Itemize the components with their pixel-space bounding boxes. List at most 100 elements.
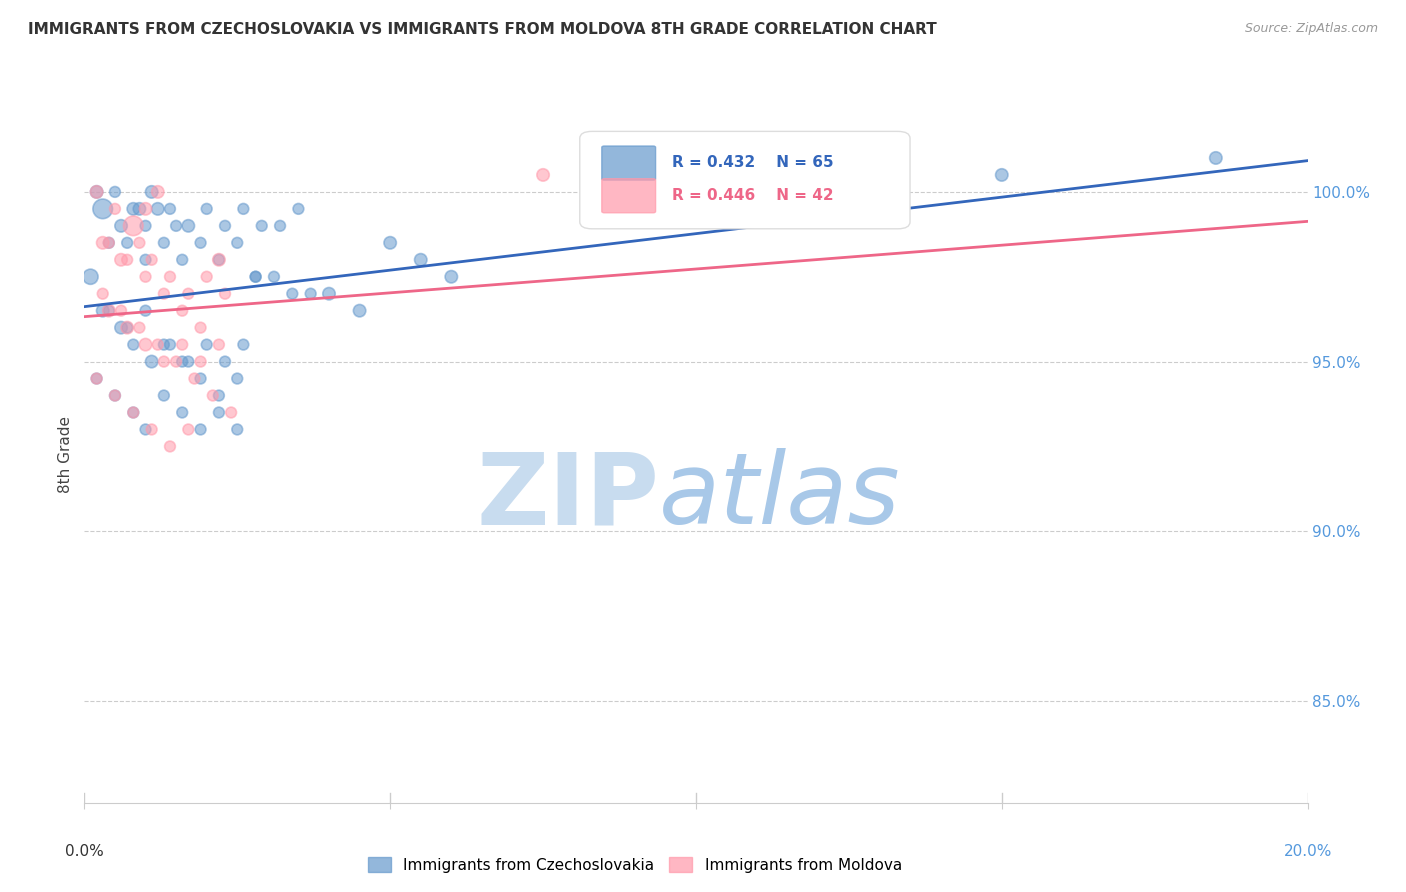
Point	[214, 354, 236, 368]
Y-axis label: 8th Grade: 8th Grade	[58, 417, 73, 493]
Point	[190, 354, 212, 368]
Text: IMMIGRANTS FROM CZECHOSLOVAKIA VS IMMIGRANTS FROM MOLDOVA 8TH GRADE CORRELATION : IMMIGRANTS FROM CZECHOSLOVAKIA VS IMMIGR…	[28, 22, 936, 37]
Point	[165, 219, 187, 233]
Point	[177, 219, 200, 233]
Point	[226, 371, 249, 385]
Point	[110, 303, 132, 318]
Point	[190, 422, 212, 436]
Point	[141, 185, 163, 199]
Point	[128, 202, 150, 216]
Point	[232, 337, 254, 351]
Point	[128, 235, 150, 250]
Point	[91, 235, 114, 250]
Point	[172, 354, 194, 368]
FancyBboxPatch shape	[602, 178, 655, 213]
Point	[141, 354, 163, 368]
Point	[1205, 151, 1227, 165]
Point	[269, 219, 291, 233]
Text: Source: ZipAtlas.com: Source: ZipAtlas.com	[1244, 22, 1378, 36]
Point	[110, 219, 132, 233]
Point	[135, 269, 157, 284]
Point	[380, 235, 402, 250]
Point	[349, 303, 371, 318]
Point	[195, 202, 218, 216]
Point	[97, 235, 120, 250]
Point	[104, 185, 127, 199]
Point	[991, 168, 1014, 182]
Point	[165, 354, 187, 368]
Point	[208, 405, 231, 419]
Point	[146, 337, 169, 351]
Point	[146, 202, 169, 216]
Point	[104, 388, 127, 402]
Point	[135, 303, 157, 318]
Point	[86, 371, 108, 385]
Point	[86, 371, 108, 385]
Text: R = 0.432    N = 65: R = 0.432 N = 65	[672, 155, 834, 170]
Point	[208, 252, 231, 267]
Point	[245, 269, 267, 284]
Point	[214, 286, 236, 301]
Point	[226, 422, 249, 436]
Point	[172, 252, 194, 267]
Point	[79, 269, 101, 284]
Point	[91, 202, 114, 216]
Point	[183, 371, 205, 385]
Point	[226, 235, 249, 250]
Point	[86, 185, 108, 199]
Point	[159, 439, 181, 453]
Point	[97, 303, 120, 318]
Point	[208, 337, 231, 351]
Point	[110, 252, 132, 267]
Point	[135, 252, 157, 267]
Point	[141, 252, 163, 267]
Point	[177, 354, 200, 368]
Point	[135, 202, 157, 216]
Point	[219, 405, 242, 419]
Point	[122, 219, 145, 233]
Point	[531, 168, 554, 182]
Point	[153, 354, 176, 368]
Point	[97, 235, 120, 250]
Point	[250, 219, 273, 233]
Point	[159, 202, 181, 216]
Point	[159, 337, 181, 351]
Point	[153, 388, 176, 402]
Point	[245, 269, 267, 284]
Point	[97, 303, 120, 318]
Point	[195, 337, 218, 351]
Point	[177, 422, 200, 436]
Point	[214, 219, 236, 233]
Point	[86, 185, 108, 199]
Point	[177, 286, 200, 301]
Point	[146, 185, 169, 199]
Point	[440, 269, 463, 284]
Point	[287, 202, 309, 216]
Text: ZIP: ZIP	[477, 448, 659, 545]
Point	[153, 235, 176, 250]
Point	[172, 337, 194, 351]
Point	[122, 337, 145, 351]
Legend: Immigrants from Czechoslovakia, Immigrants from Moldova: Immigrants from Czechoslovakia, Immigran…	[361, 850, 908, 879]
Point	[263, 269, 285, 284]
Point	[91, 303, 114, 318]
Point	[135, 422, 157, 436]
Point	[409, 252, 432, 267]
Point	[281, 286, 304, 301]
Point	[115, 320, 138, 334]
Text: R = 0.446    N = 42: R = 0.446 N = 42	[672, 188, 834, 202]
Point	[128, 320, 150, 334]
Point	[190, 235, 212, 250]
Point	[208, 388, 231, 402]
Point	[135, 337, 157, 351]
Point	[104, 388, 127, 402]
FancyBboxPatch shape	[602, 146, 655, 180]
Text: atlas: atlas	[659, 448, 901, 545]
Point	[110, 320, 132, 334]
Point	[153, 286, 176, 301]
Point	[122, 405, 145, 419]
Text: 0.0%: 0.0%	[65, 844, 104, 858]
Point	[115, 235, 138, 250]
Point	[172, 405, 194, 419]
Point	[208, 252, 231, 267]
